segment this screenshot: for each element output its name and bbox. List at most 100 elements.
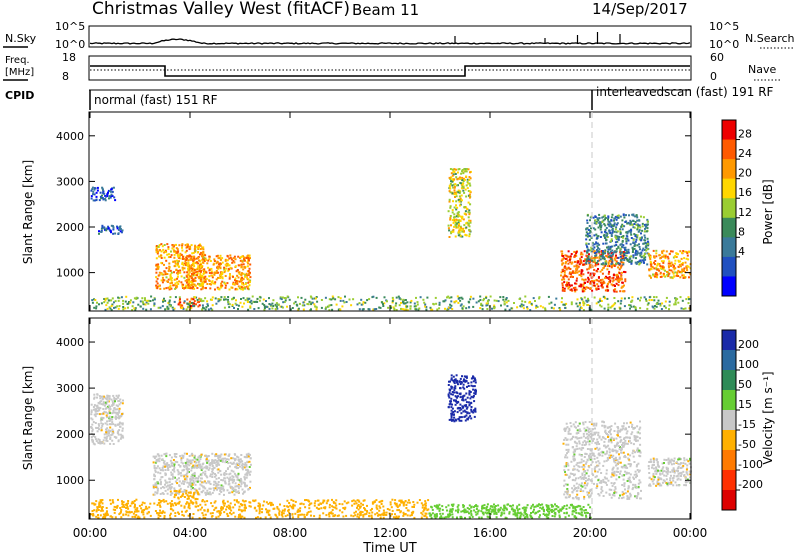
- data-point: [645, 247, 648, 250]
- data-point: [178, 490, 181, 493]
- data-point: [483, 504, 486, 507]
- data-point: [486, 304, 489, 306]
- data-point: [638, 219, 641, 222]
- data-point: [249, 305, 252, 308]
- data-point: [194, 483, 197, 486]
- data-point: [493, 299, 496, 302]
- data-point: [640, 251, 643, 254]
- data-point: [149, 300, 152, 302]
- data-point: [149, 514, 152, 517]
- data-point: [98, 501, 101, 504]
- data-point: [444, 307, 446, 310]
- data-point: [142, 301, 145, 304]
- data-point: [223, 306, 226, 309]
- data-point: [604, 236, 607, 239]
- data-point: [156, 487, 159, 490]
- data-point: [293, 302, 296, 305]
- data-point: [456, 222, 459, 225]
- data-point: [221, 271, 223, 274]
- data-point: [118, 403, 121, 406]
- data-point: [532, 503, 534, 506]
- data-point: [620, 275, 623, 278]
- data-point: [290, 505, 293, 508]
- data-point: [606, 250, 609, 253]
- data-point: [601, 286, 604, 289]
- data-point: [230, 478, 233, 481]
- data-point: [229, 266, 232, 269]
- data-point: [234, 277, 237, 280]
- data-point: [196, 274, 198, 277]
- data-point: [685, 267, 688, 270]
- data-point: [620, 251, 623, 254]
- data-point: [335, 499, 338, 502]
- data-point: [525, 512, 528, 515]
- data-point: [607, 245, 610, 248]
- data-point: [589, 272, 592, 275]
- data-point: [630, 229, 632, 232]
- data-point: [639, 299, 641, 302]
- data-point: [557, 509, 560, 512]
- data-point: [657, 268, 660, 271]
- data-point: [217, 257, 220, 260]
- data-point: [200, 280, 203, 283]
- data-point: [245, 257, 248, 259]
- cpid-segment-2: interleavedscan (fast) 191 RF: [596, 85, 774, 99]
- data-point: [158, 457, 161, 460]
- power-scatter: [90, 168, 692, 312]
- data-point: [283, 505, 286, 507]
- data-point: [94, 503, 97, 506]
- data-point: [192, 513, 195, 515]
- data-point: [228, 480, 231, 483]
- data-point: [500, 513, 503, 516]
- data-point: [188, 507, 191, 510]
- data-point: [503, 303, 506, 306]
- data-point: [335, 507, 338, 510]
- data-point: [140, 503, 143, 506]
- data-point: [169, 488, 172, 490]
- data-point: [186, 452, 188, 455]
- data-point: [119, 228, 122, 230]
- data-point: [587, 267, 590, 270]
- data-point: [644, 227, 646, 230]
- data-point: [96, 393, 99, 396]
- data-point: [593, 234, 596, 237]
- data-point: [371, 501, 374, 504]
- data-point: [615, 237, 618, 240]
- data-point: [620, 235, 623, 238]
- data-point: [161, 476, 164, 478]
- data-point: [185, 308, 188, 311]
- data-point: [595, 233, 598, 236]
- data-point: [182, 455, 185, 457]
- data-point: [108, 404, 111, 407]
- data-point: [107, 434, 110, 437]
- data-point: [119, 437, 122, 440]
- data-point: [220, 491, 223, 493]
- data-point: [449, 306, 452, 309]
- data-point: [249, 276, 252, 279]
- data-point: [179, 271, 182, 274]
- data-point: [199, 272, 202, 275]
- data-point: [155, 257, 158, 260]
- data-point: [225, 262, 228, 265]
- data-point: [294, 300, 297, 303]
- data-point: [302, 503, 305, 506]
- data-point: [238, 460, 241, 463]
- data-point: [186, 494, 189, 497]
- data-point: [633, 242, 636, 245]
- data-point: [133, 307, 136, 310]
- data-point: [399, 510, 402, 513]
- data-point: [221, 280, 224, 283]
- data-point: [582, 300, 585, 303]
- data-point: [587, 229, 590, 231]
- data-point: [189, 307, 192, 310]
- data-point: [162, 299, 165, 302]
- data-point: [638, 260, 641, 263]
- data-point: [156, 465, 159, 468]
- data-point: [199, 503, 202, 506]
- data-point: [243, 500, 246, 503]
- data-point: [158, 249, 161, 252]
- data-point: [185, 473, 188, 476]
- data-point: [557, 506, 560, 509]
- data-point: [156, 282, 159, 285]
- data-point: [364, 509, 367, 512]
